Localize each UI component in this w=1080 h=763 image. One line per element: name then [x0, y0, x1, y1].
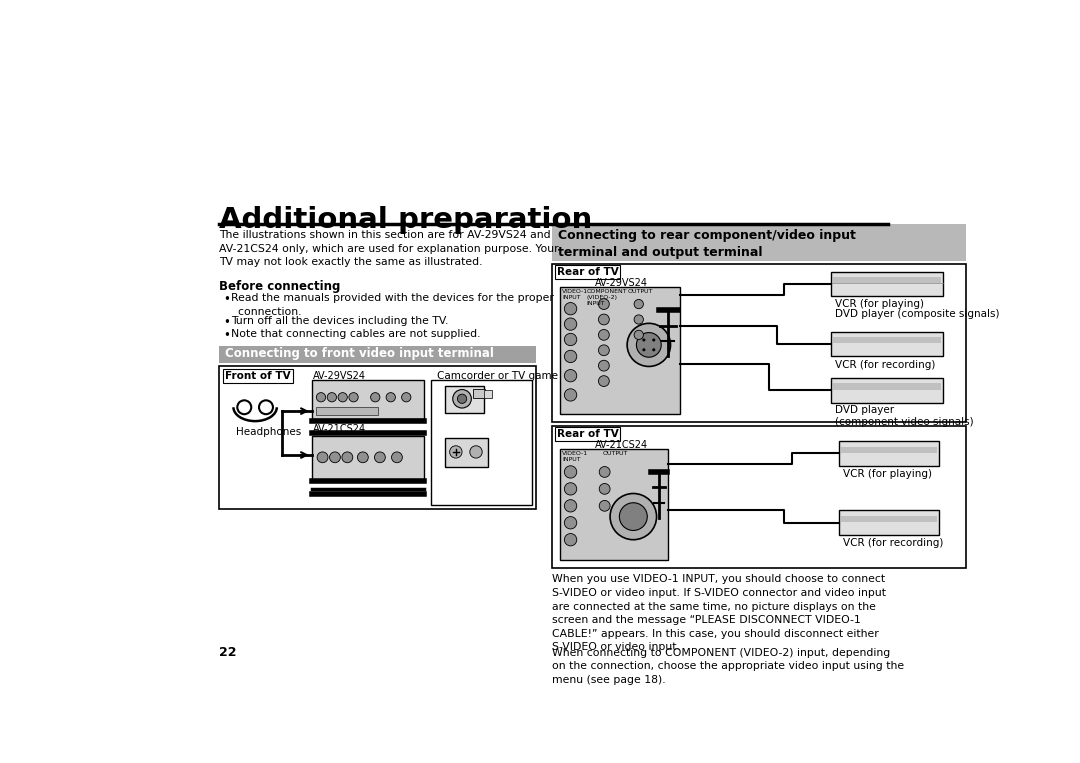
Circle shape [357, 452, 368, 462]
Bar [831, 332, 943, 356]
Circle shape [402, 393, 410, 402]
Circle shape [375, 452, 386, 462]
Circle shape [619, 503, 647, 530]
Circle shape [643, 339, 646, 342]
Circle shape [327, 393, 337, 402]
Bar [445, 386, 484, 413]
Circle shape [392, 452, 403, 462]
Bar [841, 516, 937, 522]
Text: VIDEO-1
INPUT: VIDEO-1 INPUT [562, 451, 589, 462]
Circle shape [342, 452, 353, 462]
Text: Connecting to rear component/video input
terminal and output terminal: Connecting to rear component/video input… [558, 229, 856, 259]
Circle shape [329, 452, 340, 462]
Bar [831, 378, 943, 403]
Circle shape [634, 315, 644, 324]
Circle shape [387, 393, 395, 402]
Circle shape [565, 500, 577, 512]
Circle shape [599, 484, 610, 494]
Circle shape [370, 393, 380, 402]
Bar [473, 389, 485, 398]
Text: Front of TV: Front of TV [225, 371, 291, 381]
Text: When connecting to COMPONENT (VIDEO-2) input, depending
on the connection, choos: When connecting to COMPONENT (VIDEO-2) i… [552, 648, 904, 684]
Circle shape [610, 494, 657, 539]
Text: Camcorder or TV game: Camcorder or TV game [437, 371, 558, 381]
Text: VIDEO-1
INPUT: VIDEO-1 INPUT [562, 289, 589, 301]
Circle shape [453, 390, 471, 408]
Text: VCR (for recording): VCR (for recording) [835, 359, 935, 369]
Text: DVD player
(component video signals): DVD player (component video signals) [835, 405, 973, 427]
Text: •: • [224, 293, 230, 306]
Bar [839, 510, 940, 535]
Circle shape [338, 393, 348, 402]
Text: AV-29VS24: AV-29VS24 [595, 278, 648, 288]
Text: AV-29VS24: AV-29VS24 [313, 371, 366, 381]
Text: Note that connecting cables are not supplied.: Note that connecting cables are not supp… [231, 329, 481, 339]
Text: Read the manuals provided with the devices for the proper
  connection.: Read the manuals provided with the devic… [231, 293, 554, 317]
Text: VCR (for playing): VCR (for playing) [842, 468, 932, 479]
Circle shape [652, 339, 656, 342]
Bar [552, 224, 966, 261]
Text: 22: 22 [218, 646, 237, 659]
Circle shape [316, 393, 326, 402]
Bar [431, 380, 531, 505]
Text: Headphones: Headphones [235, 427, 301, 436]
Circle shape [598, 330, 609, 340]
Bar [315, 407, 378, 415]
Text: AV-21CS24: AV-21CS24 [595, 439, 648, 449]
Text: OUTPUT: OUTPUT [627, 289, 653, 295]
Circle shape [598, 360, 609, 371]
Bar [218, 346, 537, 363]
Bar [312, 380, 424, 419]
Circle shape [565, 465, 577, 478]
Text: VCR (for recording): VCR (for recording) [842, 538, 943, 548]
Text: VCR (for playing): VCR (for playing) [835, 299, 923, 310]
Text: Rear of TV: Rear of TV [556, 267, 619, 277]
Bar [834, 383, 941, 390]
Text: AV-21CS24: AV-21CS24 [313, 424, 366, 434]
Text: The illustrations shown in this section are for AV-29VS24 and
AV-21CS24 only, wh: The illustrations shown in this section … [218, 230, 558, 267]
Circle shape [599, 501, 610, 511]
Circle shape [565, 517, 577, 529]
Bar [841, 446, 937, 452]
Text: Rear of TV: Rear of TV [556, 429, 619, 439]
Circle shape [634, 299, 644, 309]
Bar [445, 438, 488, 467]
Circle shape [643, 348, 646, 351]
Circle shape [598, 298, 609, 310]
Text: When you use VIDEO-1 INPUT, you should choose to connect
S-VIDEO or video input.: When you use VIDEO-1 INPUT, you should c… [552, 575, 886, 652]
Bar [559, 287, 679, 414]
Bar [839, 441, 940, 465]
Text: Additional preparation: Additional preparation [218, 205, 592, 233]
Text: •: • [224, 329, 230, 342]
Circle shape [634, 330, 644, 340]
Circle shape [565, 533, 577, 546]
Circle shape [349, 393, 359, 402]
Text: •: • [224, 317, 230, 330]
Bar [559, 449, 669, 561]
Text: COMPONENT
(VIDEO-2)
INPUT: COMPONENT (VIDEO-2) INPUT [586, 289, 627, 306]
Bar [312, 436, 424, 481]
Bar [552, 264, 966, 422]
Text: Before connecting: Before connecting [218, 280, 340, 293]
Circle shape [565, 483, 577, 495]
Bar [834, 277, 941, 283]
Circle shape [458, 394, 467, 404]
Text: DVD player (composite signals): DVD player (composite signals) [835, 310, 999, 320]
Bar [552, 426, 966, 568]
Circle shape [598, 375, 609, 387]
Circle shape [449, 446, 462, 458]
Circle shape [652, 348, 656, 351]
Circle shape [470, 446, 482, 458]
Text: Connecting to front video input terminal: Connecting to front video input terminal [225, 347, 494, 360]
Circle shape [598, 314, 609, 325]
Circle shape [565, 389, 577, 401]
Text: OUTPUT: OUTPUT [603, 451, 627, 456]
Circle shape [318, 452, 328, 462]
Bar [484, 391, 491, 398]
Circle shape [636, 333, 661, 357]
Bar [834, 337, 941, 343]
Circle shape [599, 466, 610, 478]
Text: Turn off all the devices including the TV.: Turn off all the devices including the T… [231, 317, 448, 327]
Circle shape [565, 318, 577, 330]
Circle shape [598, 345, 609, 356]
